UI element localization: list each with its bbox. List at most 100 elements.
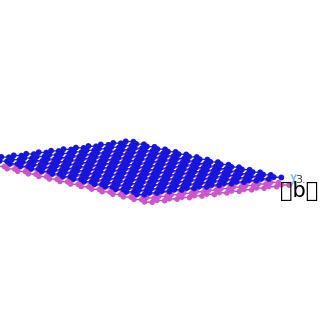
Point (217, 183, 222, 188)
Point (134, 182, 139, 188)
Point (138, 157, 143, 163)
Point (72, 166, 77, 171)
Point (132, 189, 137, 195)
Point (134, 165, 139, 171)
Point (72, 173, 77, 179)
Point (47, 152, 52, 157)
Point (213, 174, 218, 179)
Point (235, 176, 240, 181)
Point (152, 144, 157, 149)
Point (118, 175, 123, 180)
Point (90, 159, 95, 164)
Point (146, 191, 151, 196)
Point (157, 183, 162, 188)
Point (153, 151, 158, 156)
Point (7, 161, 12, 166)
Point (101, 152, 106, 157)
Point (212, 192, 217, 197)
Point (116, 155, 121, 160)
Point (109, 161, 114, 166)
Point (201, 189, 206, 195)
Point (176, 193, 181, 198)
Point (4, 159, 10, 164)
Point (153, 175, 158, 180)
Point (161, 175, 166, 180)
Point (76, 164, 82, 169)
Point (70, 170, 75, 175)
Point (120, 171, 125, 176)
Point (206, 180, 211, 185)
Point (147, 190, 152, 195)
Point (146, 184, 151, 189)
Point (134, 158, 139, 163)
Point (0, 154, 4, 159)
Point (86, 168, 91, 173)
Point (85, 161, 90, 166)
Point (80, 180, 85, 185)
Point (145, 158, 150, 163)
Point (100, 162, 105, 167)
Point (178, 164, 183, 169)
Point (27, 161, 32, 166)
Point (239, 167, 244, 172)
Point (190, 173, 195, 178)
Point (137, 177, 142, 182)
Point (247, 175, 252, 180)
Point (68, 154, 74, 159)
Point (97, 187, 102, 192)
Point (144, 195, 149, 200)
Point (151, 196, 156, 201)
Point (194, 182, 199, 187)
Point (97, 163, 102, 168)
Point (151, 155, 156, 160)
Point (89, 153, 94, 158)
Point (89, 179, 94, 184)
Point (172, 177, 178, 182)
Point (155, 147, 160, 152)
Point (204, 192, 209, 197)
Point (74, 169, 79, 174)
Point (216, 166, 221, 171)
Point (202, 162, 207, 167)
Point (160, 161, 165, 166)
Point (115, 149, 120, 154)
Point (141, 149, 147, 154)
Point (234, 179, 239, 184)
Point (126, 175, 132, 180)
Point (122, 160, 127, 165)
Point (96, 164, 101, 169)
Point (185, 182, 190, 188)
Point (156, 194, 161, 199)
Point (141, 176, 146, 181)
Point (215, 160, 220, 165)
Point (155, 188, 160, 193)
Point (144, 171, 149, 176)
Point (181, 166, 186, 172)
Point (174, 156, 179, 161)
Point (139, 156, 144, 161)
Point (98, 169, 103, 174)
Point (93, 151, 99, 156)
Point (245, 172, 250, 177)
Point (69, 171, 74, 176)
Point (134, 141, 139, 147)
Point (145, 185, 150, 190)
Point (123, 183, 128, 188)
Point (116, 172, 121, 177)
Point (140, 179, 145, 184)
Point (149, 183, 155, 188)
Point (240, 180, 245, 186)
Point (147, 181, 152, 186)
Point (128, 154, 133, 159)
Point (28, 167, 33, 172)
Point (255, 175, 260, 180)
Point (56, 172, 61, 178)
Point (217, 190, 222, 195)
Point (169, 192, 174, 197)
Point (182, 156, 187, 161)
Point (204, 167, 209, 172)
Point (68, 174, 73, 179)
Point (127, 155, 132, 160)
Point (174, 196, 180, 202)
Point (135, 155, 140, 160)
